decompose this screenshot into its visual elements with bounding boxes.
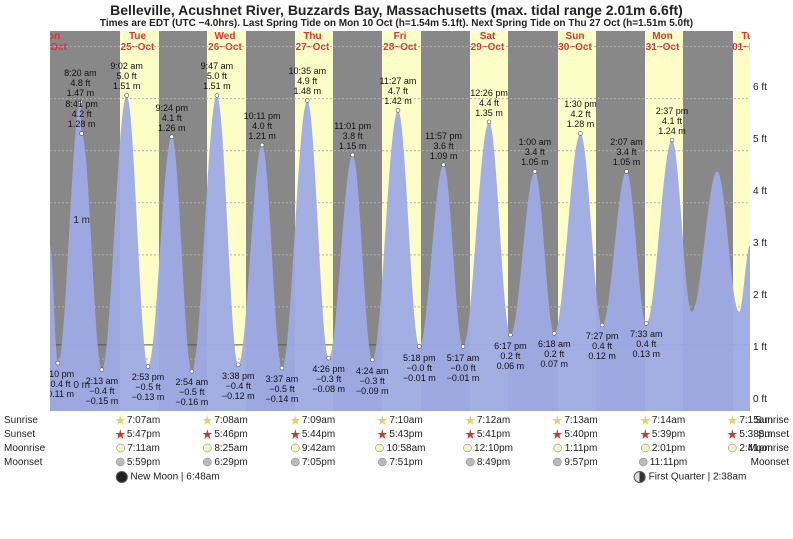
moonrise-time: 7:11am bbox=[115, 443, 160, 454]
tide-extreme-label: 5:17 am−0.0 ft−0.01 m bbox=[447, 353, 480, 383]
moonset-time: 9:57pm bbox=[552, 457, 597, 468]
tide-extreme-label: 9:47 am5.0 ft1.51 m bbox=[201, 61, 234, 91]
moonset-time: 8:49pm bbox=[465, 457, 510, 468]
tide-extreme-label: 11:27 am4.7 ft1.42 m bbox=[380, 76, 417, 106]
astro-label-sunrise: Sunrise bbox=[4, 415, 38, 426]
tide-extreme-label: 1:00 am3.4 ft1.05 m bbox=[519, 137, 552, 167]
tide-extreme-label: 2:07 am3.4 ft1.05 m bbox=[610, 137, 643, 167]
sunset-row: SunsetSunset5:47pm5:46pm5:44pm5:43pm5:41… bbox=[0, 429, 793, 443]
sunset-time: 5:44pm bbox=[290, 429, 335, 440]
tide-extreme-label: 4:24 am−0.3 ft−0.09 m bbox=[356, 366, 389, 396]
sunset-time: 5:40pm bbox=[552, 429, 597, 440]
y-axis-tick-m: 0 m bbox=[50, 380, 90, 391]
tide-extreme-label: 2:54 am−0.5 ft−0.16 m bbox=[175, 377, 208, 407]
sunrise-time: 7:15am bbox=[727, 415, 772, 426]
tide-extreme-label: 1:30 pm4.2 ft1.28 m bbox=[564, 99, 597, 129]
astro-label-moonset: Moonset bbox=[751, 457, 789, 468]
y-axis-tick-ft: 0 ft bbox=[753, 394, 793, 405]
chart-subtitle: Times are EDT (UTC −4.0hrs). Last Spring… bbox=[0, 18, 793, 31]
tide-extreme-label: 12:26 pm4.4 ft1.35 m bbox=[470, 88, 508, 118]
astro-label-moonrise: Moonrise bbox=[4, 443, 45, 454]
tide-extreme-label: 8:20 am4.8 ft1.47 m bbox=[64, 68, 97, 98]
tide-extreme-label: 11:57 pm3.6 ft1.09 m bbox=[425, 131, 462, 161]
sunrise-time: 7:09am bbox=[290, 415, 335, 426]
tide-extreme-label: 2:53 pm−0.5 ft−0.13 m bbox=[132, 372, 165, 402]
moonset-time: 7:05pm bbox=[290, 457, 335, 468]
y-axis-tick-ft: 3 ft bbox=[753, 238, 793, 249]
moonrise-time: 9:42am bbox=[290, 443, 335, 454]
moonrise-time: 2:41pm bbox=[727, 443, 772, 454]
chart-title: Belleville, Acushnet River, Buzzards Bay… bbox=[0, 0, 793, 18]
tide-extreme-label: 7:27 pm0.4 ft0.12 m bbox=[586, 331, 619, 361]
moonrise-time: 12:10pm bbox=[462, 443, 513, 454]
plot-area: Mon24−OctTue25−OctWed26−OctThu27−OctFri2… bbox=[50, 31, 750, 411]
moonset-time: 11:11pm bbox=[638, 457, 687, 468]
tide-extreme-label: 7:33 am0.4 ft0.13 m bbox=[630, 329, 663, 359]
sunrise-time: 7:07am bbox=[115, 415, 160, 426]
sunset-time: 5:46pm bbox=[202, 429, 247, 440]
sunrise-time: 7:08am bbox=[202, 415, 247, 426]
moonrise-time: 10:58am bbox=[375, 443, 426, 454]
tide-extreme-label: 5:18 pm−0.0 ft−0.01 m bbox=[403, 353, 436, 383]
sunrise-row: SunriseSunrise7:07am7:08am7:09am7:10am7:… bbox=[0, 415, 793, 429]
moonset-time: 5:59pm bbox=[115, 457, 160, 468]
sunset-time: 5:43pm bbox=[377, 429, 422, 440]
sunrise-time: 7:14am bbox=[640, 415, 685, 426]
moonset-time: 6:29pm bbox=[202, 457, 247, 468]
moonrise-time: 1:11pm bbox=[553, 443, 598, 454]
sunset-time: 5:39pm bbox=[640, 429, 685, 440]
tide-extreme-label: 2:13 am−0.4 ft−0.15 m bbox=[85, 376, 118, 406]
moonrise-time: 8:25am bbox=[202, 443, 247, 454]
tide-extreme-label: 11:01 pm3.8 ft1.15 m bbox=[334, 121, 371, 151]
moon-phase: First Quarter | 2:38am bbox=[634, 471, 747, 483]
y-axis-tick-ft: 1 ft bbox=[753, 342, 793, 353]
moonrise-time: 2:01pm bbox=[640, 443, 685, 454]
y-axis-tick-ft: 5 ft bbox=[753, 134, 793, 145]
moonset-time: 7:51pm bbox=[377, 457, 422, 468]
tide-extreme-label: 6:18 am0.2 ft0.07 m bbox=[538, 339, 571, 369]
tide-chart: Belleville, Acushnet River, Buzzards Bay… bbox=[0, 0, 793, 485]
tide-extreme-label: 6:17 pm0.2 ft0.06 m bbox=[494, 341, 527, 371]
tide-extreme-label: 3:38 pm−0.4 ft−0.12 m bbox=[222, 371, 255, 401]
tide-extreme-label: 8:41 pm4.2 ft1.28 m bbox=[65, 99, 98, 129]
astro-label-moonset: Moonset bbox=[4, 457, 42, 468]
astro-label-sunset: Sunset bbox=[4, 429, 35, 440]
sunset-time: 5:38pm bbox=[727, 429, 772, 440]
tide-extreme-label: 3:37 am−0.5 ft−0.14 m bbox=[266, 374, 299, 404]
tide-extreme-label: 10:35 am4.9 ft1.48 m bbox=[289, 66, 327, 96]
y-axis-tick-m: 1 m bbox=[50, 215, 90, 226]
sunset-time: 5:41pm bbox=[465, 429, 510, 440]
tide-extreme-label: 2:37 pm4.1 ft1.24 m bbox=[656, 106, 689, 136]
astro-table: SunriseSunrise7:07am7:08am7:09am7:10am7:… bbox=[0, 411, 793, 485]
moon-phase-row: New Moon | 6:48am First Quarter | 2:38am bbox=[0, 471, 793, 485]
y-axis-tick-ft: 6 ft bbox=[753, 82, 793, 93]
sunrise-time: 7:12am bbox=[465, 415, 510, 426]
tide-extreme-label: 4:26 pm−0.3 ft−0.08 m bbox=[312, 364, 345, 394]
sunrise-time: 7:13am bbox=[552, 415, 597, 426]
moonset-row: Moonset Moonset 5:59pm 6:29pm 7:05pm 7:51pm 8:… bbox=[0, 457, 793, 471]
y-axis-tick-ft: 2 ft bbox=[753, 290, 793, 301]
y-axis-tick-ft: 4 ft bbox=[753, 186, 793, 197]
tide-extreme-label: 9:02 am5.0 ft1.51 m bbox=[110, 61, 143, 91]
sunrise-time: 7:10am bbox=[377, 415, 422, 426]
sunset-time: 5:47pm bbox=[115, 429, 160, 440]
moonrise-row: MoonriseMoonrise7:11am8:25am9:42am10:58a… bbox=[0, 443, 793, 457]
tide-extreme-label: 10:11 pm4.0 ft1.21 m bbox=[244, 111, 281, 141]
tide-extreme-label: 9:24 pm4.1 ft1.26 m bbox=[156, 103, 189, 133]
moon-phase: New Moon | 6:48am bbox=[115, 471, 219, 483]
